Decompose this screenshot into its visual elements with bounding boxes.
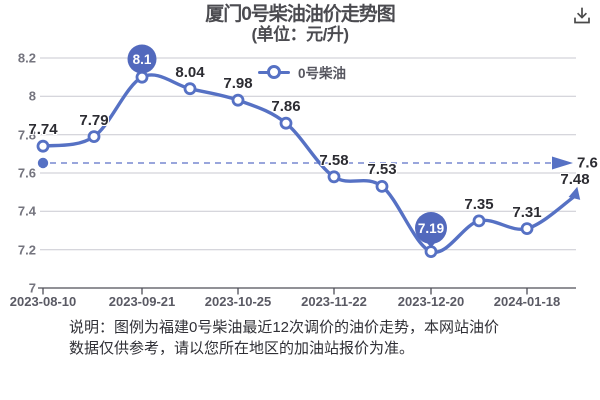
- data-point-marker[interactable]: [327, 170, 341, 184]
- series-end-arrowhead-icon: [568, 186, 581, 200]
- x-axis-label: 2023-10-25: [204, 294, 272, 309]
- data-point-label: 7.58: [319, 151, 349, 169]
- data-point-label: 7.48: [560, 171, 590, 188]
- y-axis-label: 8: [28, 88, 36, 104]
- data-point-marker[interactable]: [424, 245, 438, 259]
- note-line2: 数据仅供参考，请以您所在地区的加油站报价为准。: [69, 340, 415, 357]
- data-point-label: 7.74: [28, 121, 58, 139]
- reference-start-dot: [37, 157, 49, 169]
- y-axis-label: 7.4: [17, 203, 36, 219]
- x-axis-label: 2023-11-22: [301, 294, 367, 309]
- data-point-marker[interactable]: [183, 82, 197, 96]
- data-point-label: 8.04: [175, 63, 205, 81]
- reference-arrowhead-icon: [552, 156, 573, 170]
- disclaimer-notes: 说明：图例为福建0号柴油最近12次调价的油价走势，本网站油价 数据仅供参考，请以…: [69, 317, 499, 359]
- data-point-label: 7.53: [367, 161, 397, 179]
- data-point-marker[interactable]: [520, 222, 534, 236]
- balloon-value: 7.19: [418, 221, 444, 236]
- y-axis-label: 7.2: [17, 242, 36, 258]
- chart-title: 厦门0号柴油油价走势图 (单位：元/升): [0, 4, 600, 44]
- data-point-marker[interactable]: [279, 116, 293, 130]
- balloon-marker: [415, 212, 447, 244]
- y-axis-label: 7.8: [17, 127, 36, 143]
- download-button[interactable]: [570, 5, 594, 29]
- download-icon: [574, 7, 590, 24]
- legend-label: 0号柴油: [298, 66, 347, 81]
- balloon-marker: [127, 44, 157, 74]
- x-axis-label: 2023-08-10: [9, 294, 77, 309]
- data-point-marker[interactable]: [231, 93, 245, 107]
- chart-title-line2: (单位：元/升): [251, 24, 349, 44]
- data-point-label: 7.31: [512, 203, 542, 221]
- data-point-marker[interactable]: [36, 139, 50, 153]
- note-line1: 说明：图例为福建0号柴油最近12次调价的油价走势，本网站油价: [69, 319, 500, 336]
- reference-price-label: 7.6: [577, 154, 598, 172]
- data-point-label: 7.98: [223, 75, 253, 93]
- data-point-label: 7.35: [464, 195, 494, 213]
- y-axis-label: 8.2: [17, 50, 36, 66]
- chart-title-line1: 厦门0号柴油油价走势图: [205, 4, 396, 25]
- x-axis-label: 2024-01-18: [493, 294, 561, 309]
- data-point-marker[interactable]: [135, 70, 149, 84]
- y-axis-label: 7: [28, 280, 36, 296]
- legend-item-diesel[interactable]: 0号柴油: [258, 62, 346, 82]
- x-axis-label: 2023-12-20: [397, 294, 465, 309]
- legend-line-marker-icon: [258, 65, 290, 79]
- data-point-marker[interactable]: [375, 179, 389, 193]
- data-point-label: 7.86: [271, 98, 301, 116]
- data-point-marker[interactable]: [472, 214, 486, 228]
- data-point-marker[interactable]: [87, 130, 101, 144]
- balloon-value: 8.1: [133, 52, 152, 67]
- legend-dot-icon: [267, 65, 281, 79]
- y-axis-label: 7.6: [17, 165, 36, 181]
- x-axis-label: 2023-09-21: [108, 294, 176, 309]
- data-point-label: 7.79: [79, 111, 109, 129]
